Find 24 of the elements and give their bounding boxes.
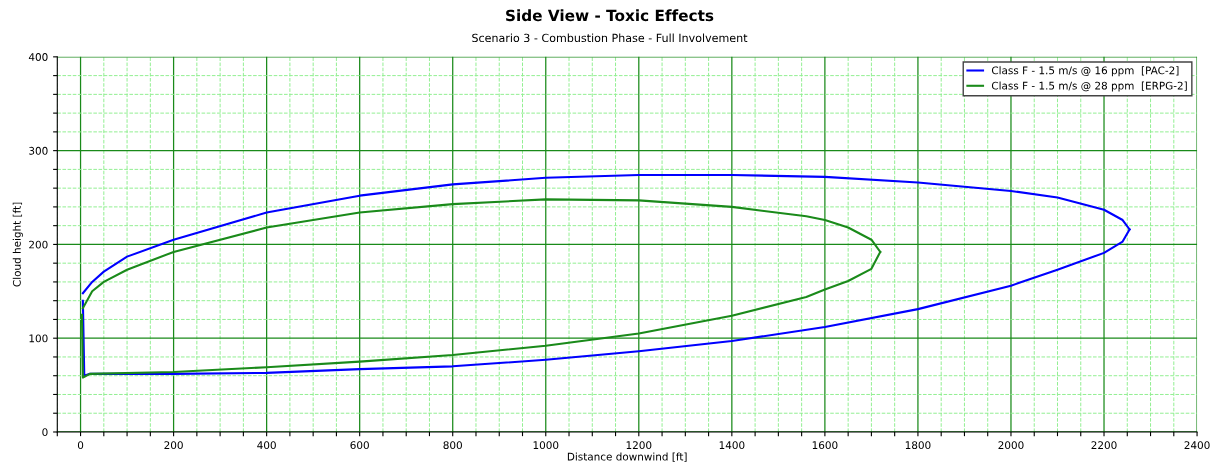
- y-tick-label: 300: [29, 146, 48, 155]
- legend-label: Class F - 1.5 m/s @ 16 ppm [PAC-2]: [991, 66, 1179, 77]
- y-tick-label: 100: [29, 334, 48, 343]
- y-axis-title: Cloud height [ft]: [12, 202, 23, 287]
- x-tick-label: 600: [350, 441, 369, 450]
- y-tick-label: 0: [42, 428, 48, 437]
- y-tick-label: 200: [29, 240, 48, 249]
- chart-title: Side View - Toxic Effects: [506, 9, 714, 22]
- x-tick-label: 2400: [1184, 441, 1210, 450]
- x-tick-label: 2000: [998, 441, 1024, 450]
- x-tick-label: 800: [443, 441, 462, 450]
- chart-subtitle: Scenario 3 - Combustion Phase - Full Involvement: [472, 33, 748, 43]
- x-tick-label: 1600: [812, 441, 838, 450]
- legend-label: Class F - 1.5 m/s @ 28 ppm [ERPG-2]: [991, 81, 1187, 92]
- y-tick-label: 400: [28, 53, 48, 61]
- x-axis-title: Distance downwind [ft]: [567, 452, 687, 462]
- x-tick-label: 1200: [626, 441, 652, 450]
- x-tick-label: 1000: [533, 441, 559, 450]
- x-tick-label: 1400: [719, 441, 745, 450]
- x-tick-label: 400: [257, 441, 276, 450]
- x-tick-label: 200: [164, 441, 183, 450]
- x-tick-label: 0: [77, 441, 84, 450]
- x-tick-label: 2200: [1091, 441, 1117, 450]
- x-tick-label: 1800: [905, 441, 931, 450]
